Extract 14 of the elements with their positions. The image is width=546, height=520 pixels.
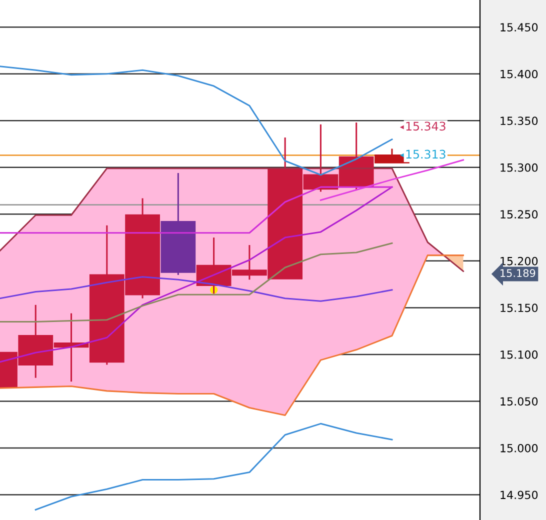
y-tick-label: 15.300	[500, 163, 538, 172]
y-tick-label: 14.950	[500, 490, 538, 500]
y-tick-label: 15.100	[500, 350, 538, 359]
y-tick-label: 15.450	[500, 23, 538, 32]
y-tick-label: 15.150	[500, 304, 538, 312]
annotation: 15.343	[406, 122, 446, 131]
y-tick-label: 15.350	[500, 116, 538, 126]
y-tick-label: 15.200	[500, 256, 538, 266]
y-tick-label: 15.400	[500, 70, 538, 78]
y-tick-label: 15.000	[500, 444, 538, 452]
text: 15.189	[500, 269, 536, 278]
annotation: 15.313	[406, 150, 446, 159]
y-tick-label: 15.250	[500, 210, 538, 219]
y-tick-label: 15.050	[500, 397, 538, 406]
